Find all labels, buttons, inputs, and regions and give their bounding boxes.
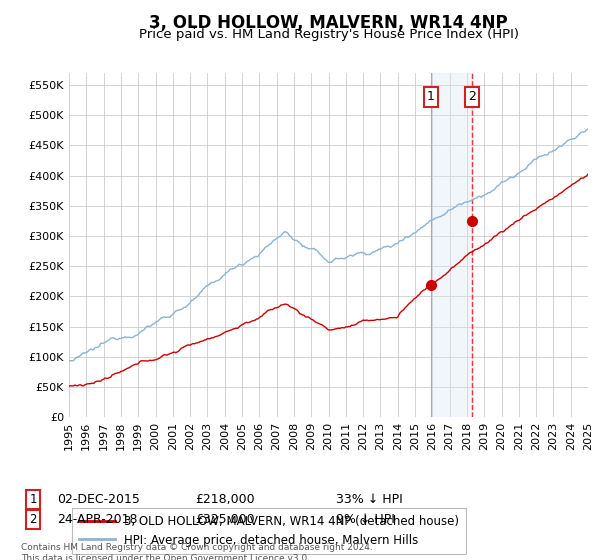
Text: 9% ↓ HPI: 9% ↓ HPI bbox=[336, 513, 395, 526]
Text: Price paid vs. HM Land Registry's House Price Index (HPI): Price paid vs. HM Land Registry's House … bbox=[139, 28, 519, 41]
Text: 33% ↓ HPI: 33% ↓ HPI bbox=[336, 493, 403, 506]
Text: 24-APR-2018: 24-APR-2018 bbox=[57, 513, 137, 526]
Bar bbox=[431, 73, 472, 417]
Text: 1: 1 bbox=[427, 90, 435, 104]
Text: 3, OLD HOLLOW, MALVERN, WR14 4NP: 3, OLD HOLLOW, MALVERN, WR14 4NP bbox=[149, 14, 508, 32]
Text: Contains HM Land Registry data © Crown copyright and database right 2024.
This d: Contains HM Land Registry data © Crown c… bbox=[21, 543, 373, 560]
Text: £325,000: £325,000 bbox=[195, 513, 254, 526]
Text: 2: 2 bbox=[29, 513, 37, 526]
Legend: 3, OLD HOLLOW, MALVERN, WR14 4NP (detached house), HPI: Average price, detached : 3, OLD HOLLOW, MALVERN, WR14 4NP (detach… bbox=[73, 508, 466, 554]
Text: 1: 1 bbox=[29, 493, 37, 506]
Text: 02-DEC-2015: 02-DEC-2015 bbox=[57, 493, 140, 506]
Text: £218,000: £218,000 bbox=[195, 493, 254, 506]
Text: 2: 2 bbox=[469, 90, 476, 104]
